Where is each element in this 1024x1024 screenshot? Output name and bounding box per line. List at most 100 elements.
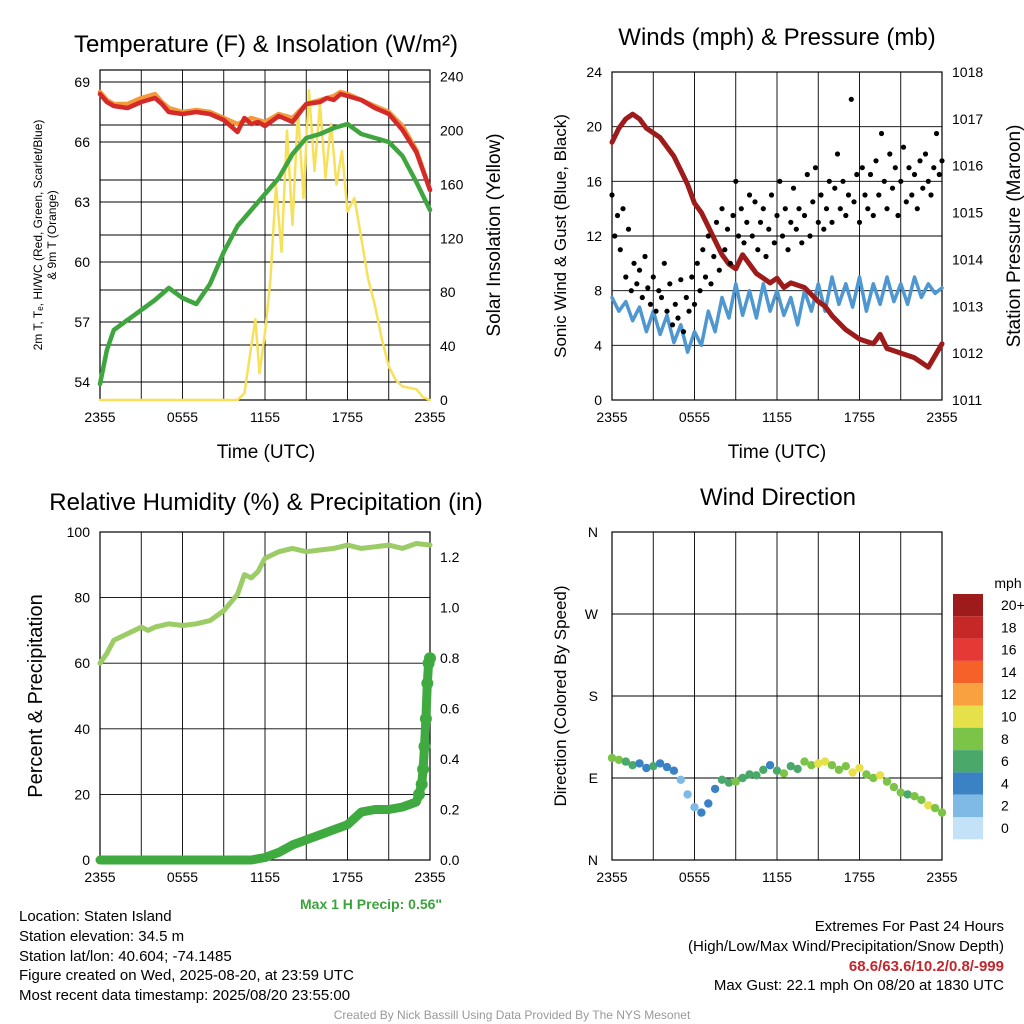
precipitation-line — [95, 653, 435, 865]
direction-point — [621, 757, 630, 766]
gust-point — [634, 281, 640, 287]
direction-point — [628, 761, 637, 770]
direction-point — [738, 773, 747, 783]
gust-point — [785, 247, 791, 253]
gust-point — [906, 165, 912, 171]
gust-point — [933, 130, 940, 137]
gust-point — [920, 185, 926, 191]
temp-ylabel-line2: & 9m T (Orange) — [45, 190, 59, 280]
wind-ylabel: Sonic Wind & Gust (Blue, Black) — [551, 114, 570, 358]
temp-y2-tick-label: 160 — [440, 176, 464, 192]
direction-point — [635, 759, 644, 768]
gust-point — [678, 277, 684, 283]
direction-point — [869, 773, 878, 783]
precip-point — [424, 652, 436, 665]
wind-y2label: Station Pressure (Maroon) — [1004, 125, 1024, 348]
direction-point — [690, 803, 699, 812]
gust-point — [815, 219, 821, 225]
precip-point — [413, 788, 425, 801]
direction-point — [855, 763, 864, 773]
gust-point — [653, 308, 659, 314]
gust-point — [777, 178, 783, 184]
speed-legend-label: 4 — [1001, 775, 1009, 791]
direction-point — [697, 808, 706, 817]
direction-point — [841, 762, 850, 771]
dir-ylabel: Direction (Colored By Speed) — [551, 585, 570, 806]
rh-y-ticks-label: 0 — [82, 852, 90, 868]
gust-point — [909, 192, 915, 198]
dir-chart-title: Wind Direction — [700, 484, 856, 511]
temp-y-tick-label: 60 — [74, 254, 90, 270]
gust-point — [612, 233, 618, 239]
gust-point — [801, 212, 808, 219]
wind-xlabel: Time (UTC) — [728, 442, 827, 463]
gust-point — [843, 212, 849, 219]
gust-point — [859, 165, 865, 171]
direction-point — [759, 765, 768, 774]
direction-point — [710, 784, 720, 794]
data-timestamp: Most recent data timestamp: 2025/08/20 2… — [19, 987, 351, 1005]
gust-point — [711, 253, 717, 260]
speed-legend-label: 20+ — [1001, 597, 1024, 613]
rh-y-ticks-label: 40 — [74, 721, 90, 737]
gust-point — [730, 212, 736, 219]
temp-chart-title: Temperature (F) & Insolation (W/m²) — [74, 31, 458, 58]
gust-point — [892, 165, 898, 171]
rh-y2-tick-label: 0.8 — [440, 650, 460, 666]
gust-point — [705, 233, 711, 239]
wind-y2-ticks-label: 1016 — [952, 158, 983, 174]
gust-point — [834, 151, 841, 157]
gust-point — [823, 206, 830, 212]
gust-point — [771, 240, 777, 246]
gust-point — [672, 301, 678, 307]
temp-y2label: Solar Insolation (Yellow) — [484, 133, 505, 336]
gust-point — [878, 130, 885, 137]
temp-frame — [99, 69, 431, 401]
gust-point — [749, 233, 755, 239]
gust-point — [881, 178, 887, 184]
direction-point — [614, 755, 624, 764]
gust-point — [779, 233, 786, 239]
gust-point — [713, 219, 720, 225]
gust-point — [694, 260, 700, 266]
gust-point — [887, 151, 893, 157]
gust-point — [631, 260, 637, 266]
temp-y-tick-label: 54 — [74, 374, 90, 390]
speed-legend-swatch — [953, 817, 983, 840]
speed-legend-swatch — [953, 683, 983, 706]
wind-xtick-label: 0555 — [679, 409, 710, 425]
rh-xtick-label: 0555 — [167, 869, 198, 885]
wind-xtick-label: 2355 — [596, 409, 627, 425]
wind-y2-ticks-label: 1011 — [952, 392, 982, 408]
gust-point — [928, 192, 934, 198]
wind-y-ticks-label: 16 — [586, 173, 602, 189]
gust-point — [691, 301, 698, 307]
gust-point — [840, 178, 846, 184]
direction-point — [937, 808, 947, 817]
gust-point — [609, 192, 615, 198]
gust-point — [664, 308, 670, 314]
direction-point — [717, 775, 727, 784]
gust-point — [763, 253, 769, 260]
gust-point — [939, 158, 945, 164]
speed-legend-swatch — [953, 594, 983, 617]
direction-point — [786, 762, 795, 771]
speed-legend-label: 16 — [1001, 642, 1017, 658]
precip-point — [421, 677, 434, 690]
gust-point — [889, 185, 896, 191]
gust-point — [793, 226, 799, 232]
temp-y-tick-label: 69 — [74, 74, 90, 90]
gust-point — [733, 178, 739, 184]
extremes-values: 68.6/63.6/10.2/0.8/-999 — [848, 957, 1004, 975]
dir-xtick-label: 2355 — [926, 869, 957, 885]
direction-point — [745, 770, 754, 779]
direction-point — [807, 761, 816, 770]
speed-legend-label: 0 — [1001, 820, 1009, 836]
gust-point — [636, 267, 643, 273]
wind-xtick-label: 2355 — [926, 409, 957, 425]
speed-legend-swatch — [953, 616, 983, 639]
dir-y-tick-label: N — [588, 524, 598, 540]
direction-point — [731, 777, 740, 786]
credit-line: Created By Nick Bassill Using Data Provi… — [333, 1008, 691, 1022]
rh-y2-tick-label: 1.2 — [440, 549, 460, 565]
